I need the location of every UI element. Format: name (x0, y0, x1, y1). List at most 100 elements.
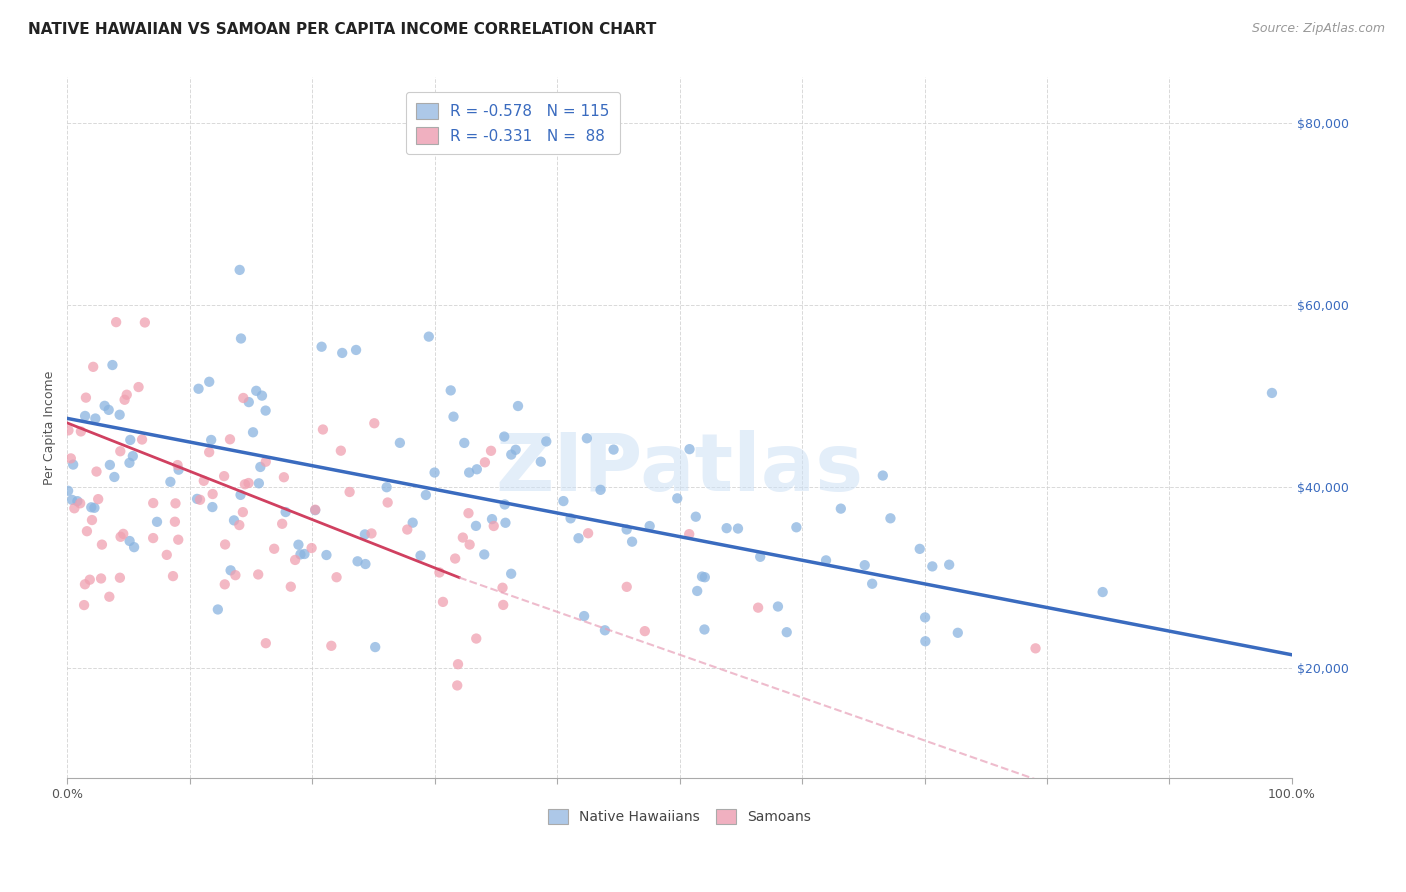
Point (354, 557, 377, 571)
Point (201, 487, 224, 501)
Point (75, 391, 97, 405)
Point (114, 392, 136, 407)
Point (75, 409, 97, 423)
Point (853, 558, 876, 573)
Point (214, 537, 236, 551)
Point (474, 455, 496, 469)
Point (142, 496, 165, 510)
Point (693, 623, 716, 637)
Point (263, 541, 285, 556)
Point (693, 570, 716, 584)
Point (494, 429, 516, 443)
Point (254, 636, 277, 650)
Point (638, 519, 661, 533)
Point (446, 678, 468, 692)
Point (254, 455, 277, 469)
Point (229, 331, 252, 345)
Point (616, 580, 638, 594)
Point (165, 496, 187, 510)
Point (80, 500, 103, 515)
Point (249, 460, 271, 475)
Point (938, 558, 960, 572)
Point (273, 470, 295, 484)
Point (187, 382, 209, 396)
Point (418, 329, 440, 343)
Point (201, 500, 224, 514)
Point (536, 434, 558, 449)
Point (198, 445, 221, 459)
Point (830, 501, 852, 516)
Point (589, 483, 612, 497)
Point (228, 263, 250, 277)
Point (121, 449, 143, 463)
Point (364, 640, 387, 654)
Point (482, 519, 505, 533)
Point (553, 494, 575, 508)
Point (214, 577, 236, 591)
Point (84, 411, 107, 425)
Point (321, 639, 343, 653)
Point (388, 435, 411, 450)
Point (79, 573, 101, 587)
Point (686, 584, 709, 599)
Text: Source: ZipAtlas.com: Source: ZipAtlas.com (1251, 22, 1385, 36)
Point (93, 399, 115, 413)
Point (602, 442, 624, 457)
Point (785, 520, 807, 534)
Point (59, 451, 82, 466)
Point (451, 531, 474, 545)
Point (86, 465, 108, 479)
Point (330, 346, 353, 360)
Point (131, 433, 153, 447)
Point (716, 521, 738, 535)
Point (82, 359, 104, 374)
Point (776, 625, 799, 640)
Point (301, 541, 323, 555)
Point (228, 518, 250, 533)
Point (727, 522, 749, 536)
Point (247, 476, 270, 491)
Point (70, 425, 93, 439)
Point (315, 548, 337, 562)
Point (98, 458, 121, 472)
Point (879, 511, 901, 525)
Point (250, 389, 273, 403)
Point (311, 340, 333, 354)
Point (122, 540, 145, 554)
Point (666, 491, 689, 506)
Point (233, 477, 256, 491)
Point (142, 531, 165, 545)
Point (415, 488, 437, 502)
Point (567, 531, 589, 545)
Point (186, 491, 208, 506)
Point (69, 496, 91, 510)
Point (245, 384, 267, 398)
Point (222, 513, 245, 527)
Point (76, 524, 98, 539)
Point (576, 526, 599, 541)
Point (946, 625, 969, 640)
Point (1025, 641, 1047, 656)
Point (678, 442, 700, 457)
Point (453, 436, 475, 450)
Point (375, 480, 398, 494)
Point (294, 547, 316, 561)
Point (73, 577, 96, 591)
Point (530, 455, 553, 469)
Point (105, 315, 128, 329)
Point (432, 595, 454, 609)
Point (284, 553, 307, 567)
Point (377, 495, 399, 509)
Point (749, 549, 772, 564)
Legend: Native Hawaiians, Samoans: Native Hawaiians, Samoans (538, 799, 821, 834)
Point (232, 505, 254, 519)
Point (118, 533, 141, 548)
Point (479, 443, 502, 458)
Point (254, 403, 277, 417)
Point (198, 375, 221, 389)
Text: ZIPatlas: ZIPatlas (495, 431, 863, 508)
Point (87, 492, 110, 507)
Point (115, 388, 138, 402)
Point (193, 474, 215, 488)
Point (634, 624, 657, 639)
